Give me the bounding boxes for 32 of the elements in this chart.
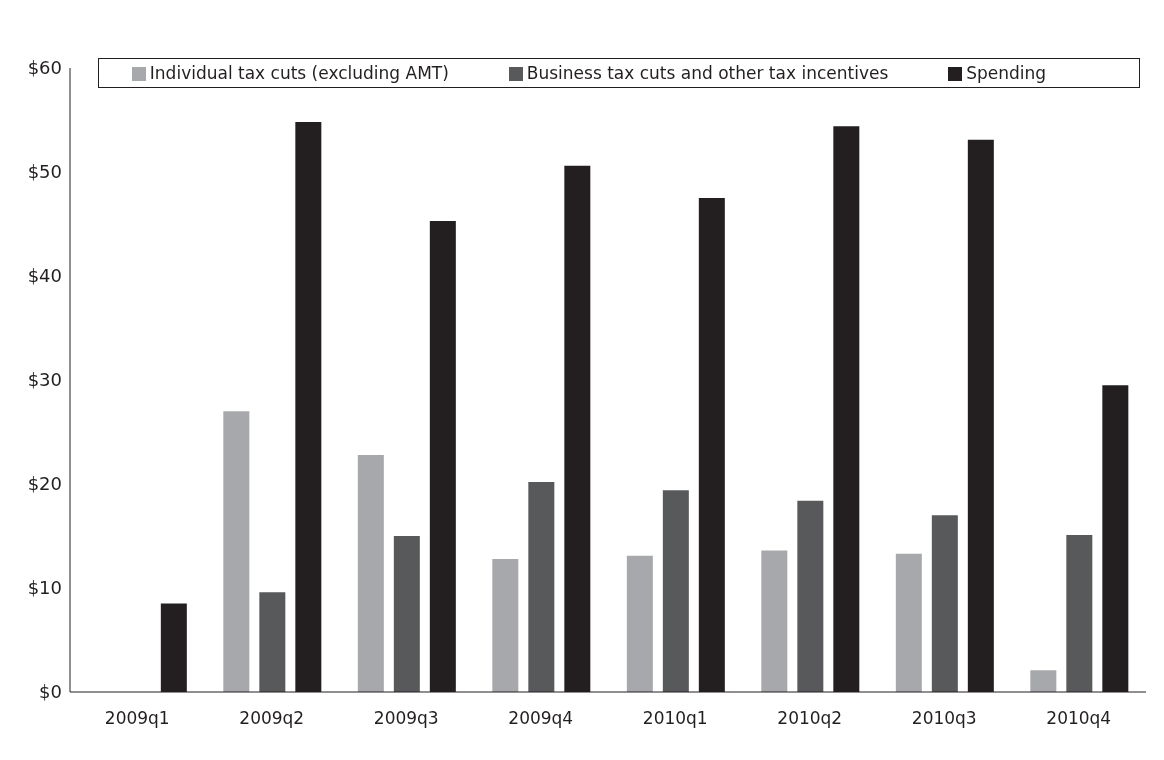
x-tick-label: 2010q2 bbox=[777, 708, 843, 729]
x-tick-label: 2009q3 bbox=[373, 708, 439, 729]
bar bbox=[626, 555, 653, 692]
bar bbox=[223, 411, 250, 692]
y-tick-label: $20 bbox=[27, 473, 62, 495]
bar bbox=[931, 515, 958, 692]
x-tick-label: 2009q2 bbox=[239, 708, 305, 729]
y-tick-label: $0 bbox=[39, 681, 62, 703]
x-tick-label: 2010q3 bbox=[911, 708, 977, 729]
legend-label: Individual tax cuts (excluding AMT) bbox=[149, 63, 449, 83]
bar bbox=[528, 481, 555, 692]
x-tick-label: 2010q1 bbox=[642, 708, 708, 729]
bar bbox=[1066, 534, 1093, 692]
bar bbox=[259, 592, 286, 692]
y-tick-label: $40 bbox=[27, 265, 62, 287]
bar bbox=[761, 550, 788, 692]
x-tick-label: 2009q4 bbox=[508, 708, 574, 729]
x-tick-label: 2009q1 bbox=[104, 708, 170, 729]
x-tick-label: 2010q4 bbox=[1046, 708, 1112, 729]
y-tick-label: $10 bbox=[27, 577, 62, 599]
y-tick-label: $60 bbox=[27, 57, 62, 79]
bar bbox=[492, 558, 519, 692]
legend-label: Business tax cuts and other tax incentives bbox=[526, 63, 889, 83]
bar bbox=[797, 500, 824, 692]
legend-label: Spending bbox=[966, 63, 1047, 83]
bar bbox=[393, 536, 420, 692]
bar bbox=[1030, 670, 1057, 692]
bar bbox=[357, 454, 384, 692]
y-tick-label: $50 bbox=[27, 161, 62, 183]
y-tick-label: $30 bbox=[27, 369, 62, 391]
bar bbox=[662, 490, 689, 692]
bar bbox=[895, 553, 922, 692]
